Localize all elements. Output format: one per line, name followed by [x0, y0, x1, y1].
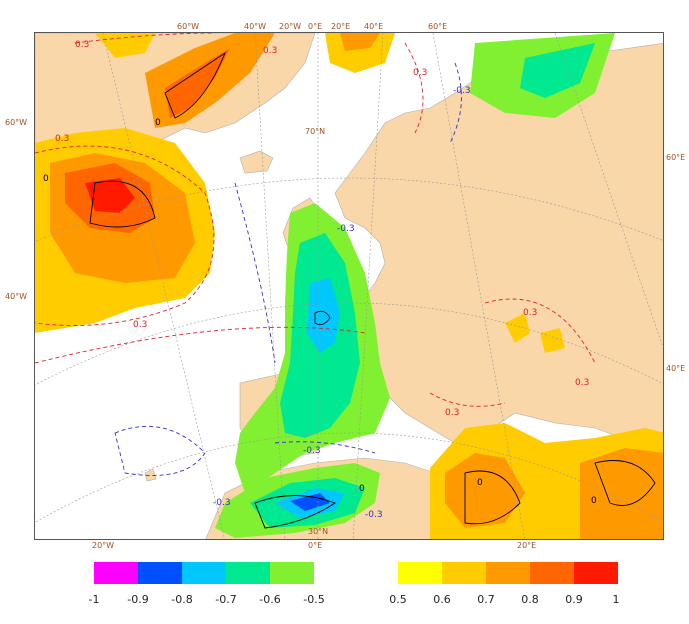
legend-tick: -0.7 — [215, 593, 237, 606]
contour-label-neg: -0.3 — [453, 86, 471, 96]
legend-positive — [398, 562, 618, 584]
legend-tick: 0.9 — [565, 593, 583, 606]
legend-tick: 0.8 — [521, 593, 539, 606]
legend-swatch — [398, 562, 442, 584]
contour-label-pos: 0.3 — [55, 134, 69, 144]
legend-tick: -0.8 — [171, 593, 193, 606]
graticule-label-top: 60°W — [177, 22, 200, 31]
legend-swatch — [182, 562, 226, 584]
legend-swatch — [530, 562, 574, 584]
legend-tick: 0.5 — [389, 593, 407, 606]
graticule-label-top: 60°E — [428, 22, 448, 31]
contour-label-zero: 0 — [591, 496, 597, 506]
graticule-label-left: 40°W — [5, 292, 28, 301]
contour-label-neg: -0.3 — [303, 446, 321, 456]
graticule-label-top: 40°W — [244, 22, 267, 31]
contour-label-zero: 0 — [477, 478, 483, 488]
legend-tick: 1 — [612, 593, 620, 606]
contour-label-pos: 0.3 — [413, 68, 427, 78]
contour-label-pos: 0.3 — [263, 46, 277, 56]
contour-label-pos: 0.3 — [133, 320, 147, 330]
legend-tick: -0.5 — [303, 593, 325, 606]
graticule-label-top: 20°E — [331, 22, 351, 31]
graticule-label-top: 0°E — [308, 22, 323, 31]
graticule-label-top: 40°E — [364, 22, 384, 31]
map-frame: 0.3 0.3 0.3 0.3 0.3 0.3 0.3 0.3 -0.3 -0.… — [34, 32, 664, 540]
legend-tick: -0.6 — [259, 593, 281, 606]
legend-swatch — [270, 562, 314, 584]
legend-negative — [94, 562, 314, 584]
graticule-label-bottom: 20°W — [92, 541, 115, 550]
contour-label-pos: 0.3 — [523, 308, 537, 318]
legend-swatch — [138, 562, 182, 584]
contour-labels: 0.3 0.3 0.3 0.3 0.3 0.3 0.3 0.3 -0.3 -0.… — [43, 40, 597, 520]
legend-tick: 0.7 — [477, 593, 495, 606]
legend-swatch — [442, 562, 486, 584]
contour-label-pos: 0.3 — [445, 408, 459, 418]
graticule-label-lat: 30°N — [308, 527, 329, 536]
graticule-label-left: 60°W — [5, 118, 28, 127]
legend-tick: -1 — [88, 593, 100, 606]
contour-label-neg: -0.3 — [365, 510, 383, 520]
contour-label-pos: 0.3 — [575, 378, 589, 388]
graticule-label-bottom: 20°E — [517, 541, 537, 550]
legend-swatch — [574, 562, 618, 584]
legend-swatch — [486, 562, 530, 584]
contour-label-pos: 0.3 — [75, 40, 89, 50]
contour-label-neg: -0.3 — [213, 498, 231, 508]
graticule-label-lat: 70°N — [305, 127, 326, 136]
contour-label-neg: -0.3 — [337, 224, 355, 234]
legend-tick: -0.9 — [127, 593, 149, 606]
anomaly-map: 0.3 0.3 0.3 0.3 0.3 0.3 0.3 0.3 -0.3 -0.… — [35, 33, 663, 539]
negative-anomaly-layer — [215, 33, 615, 538]
contour-label-zero: 0 — [43, 174, 49, 184]
graticule-label-right: 60°E — [666, 153, 686, 162]
legend-swatch — [94, 562, 138, 584]
contour-label-zero: 0 — [359, 484, 365, 494]
legend-tick: 0.6 — [433, 593, 451, 606]
legend-swatch — [226, 562, 270, 584]
positive-anomaly-layer — [35, 33, 663, 539]
graticule-label-top: 20°W — [279, 22, 302, 31]
contour-label-zero: 0 — [155, 118, 161, 128]
graticule-label-bottom: 0°E — [308, 541, 323, 550]
graticule — [35, 33, 663, 539]
graticule-label-right: 40°E — [666, 364, 686, 373]
contour-lines — [35, 33, 656, 529]
